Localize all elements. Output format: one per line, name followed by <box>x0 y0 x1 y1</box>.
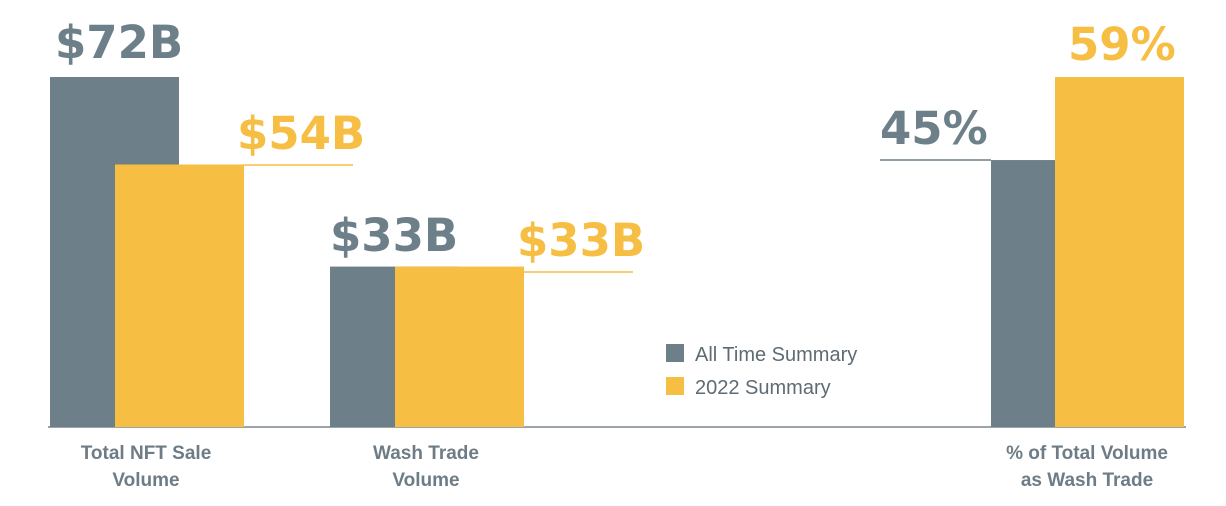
category-label-line-2: Volume <box>112 470 179 491</box>
value-label-all-time-group-1: $72B <box>55 16 183 69</box>
category-label-wash-trade-volume: Wash Trade Volume <box>373 443 479 491</box>
category-label-line-2: as Wash Trade <box>1021 470 1153 491</box>
category-label-line-1: Total NFT Sale <box>81 443 212 464</box>
value-label-2022-group-1: $54B <box>237 107 365 160</box>
bar-2022-group-1 <box>115 164 244 427</box>
legend-swatch-all-time <box>666 344 684 362</box>
category-label-line-1: Wash Trade <box>373 443 479 464</box>
legend-swatch-2022 <box>666 377 684 395</box>
category-label-line-2: Volume <box>392 470 459 491</box>
value-label-2022-group-2: $33B <box>517 214 645 267</box>
legend-label-2022: 2022 Summary <box>695 377 831 399</box>
value-labels-layer: $72B $54B $33B $33B 45% 59% <box>55 16 1176 273</box>
category-label-pct-wash-trade: % of Total Volume as Wash Trade <box>1006 443 1168 491</box>
bars-layer <box>50 77 1184 427</box>
legend: All Time Summary 2022 Summary <box>666 344 857 399</box>
legend-label-all-time: All Time Summary <box>695 344 857 366</box>
bar-2022-group-2 <box>395 266 524 427</box>
bar-2022-group-3 <box>1055 77 1184 427</box>
category-label-total-nft-sale-volume: Total NFT Sale Volume <box>81 443 212 491</box>
value-label-all-time-group-2: $33B <box>330 209 458 262</box>
value-label-2022-group-3: 59% <box>1068 18 1176 71</box>
category-label-line-1: % of Total Volume <box>1006 443 1168 464</box>
value-label-all-time-group-3: 45% <box>880 102 988 155</box>
